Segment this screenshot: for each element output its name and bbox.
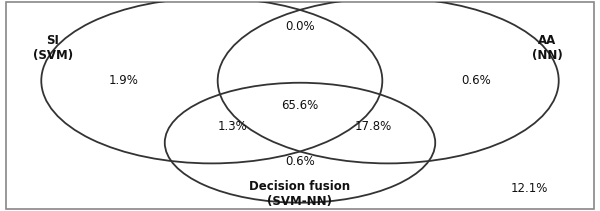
Text: 0.6%: 0.6% bbox=[285, 155, 315, 168]
Text: 1.9%: 1.9% bbox=[109, 74, 139, 87]
Text: 65.6%: 65.6% bbox=[281, 99, 319, 112]
Text: 0.0%: 0.0% bbox=[285, 20, 315, 33]
Text: SI
(SVM): SI (SVM) bbox=[33, 34, 73, 62]
Text: Decision fusion
(SVM-NN): Decision fusion (SVM-NN) bbox=[250, 180, 350, 208]
Text: AA
(NN): AA (NN) bbox=[532, 34, 562, 62]
Text: 0.6%: 0.6% bbox=[461, 74, 491, 87]
FancyBboxPatch shape bbox=[6, 2, 594, 209]
Text: 17.8%: 17.8% bbox=[355, 120, 392, 133]
Text: 12.1%: 12.1% bbox=[511, 182, 548, 195]
Text: 1.3%: 1.3% bbox=[218, 120, 247, 133]
